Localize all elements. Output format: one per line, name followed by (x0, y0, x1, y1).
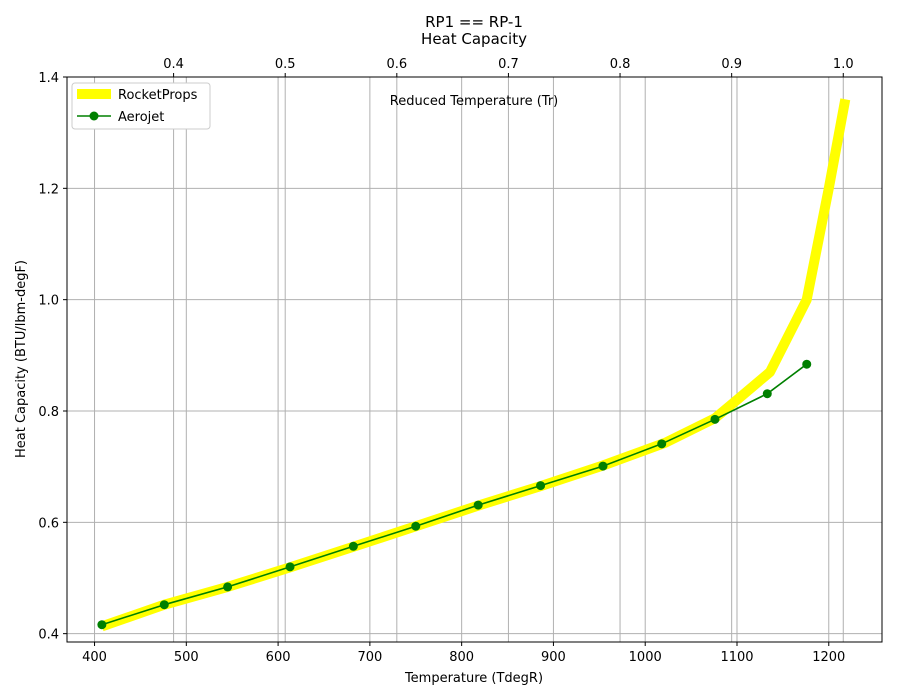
x2-tick-label: 0.7 (498, 57, 519, 72)
data-point-aerojet (473, 500, 483, 510)
data-point-aerojet (762, 389, 772, 399)
data-point-aerojet (657, 439, 667, 449)
x-tick-label: 1200 (812, 650, 845, 665)
plot-frame (66, 76, 883, 643)
x2-tick-label: 1.0 (833, 57, 854, 72)
x-tick-label: 1000 (629, 650, 662, 665)
x-tick-label: 400 (82, 650, 107, 665)
data-point-aerojet (536, 481, 546, 491)
y-tick-label: 1.0 (38, 294, 59, 309)
data-point-aerojet (97, 620, 107, 630)
plot-background (67, 77, 882, 642)
data-point-aerojet (348, 541, 358, 551)
x-tick-label: 1100 (720, 650, 753, 665)
y-tick-label: 0.8 (38, 405, 59, 420)
data-point-aerojet (285, 562, 295, 572)
chart-title-line-1: RP1 == RP-1 (425, 13, 523, 31)
x-tick-label: 700 (357, 650, 382, 665)
x2-tick-label: 0.8 (610, 57, 631, 72)
legend-label-rocketprops: RocketProps (118, 88, 198, 103)
x-tick-label: 900 (541, 650, 566, 665)
data-point-aerojet (411, 521, 421, 531)
series-layer (97, 98, 851, 632)
data-point-aerojet (159, 600, 169, 610)
y-axis-label: Heat Capacity (BTU/lbm-degF) (14, 260, 29, 458)
x2-tick-label: 0.9 (721, 57, 742, 72)
x2-tick-label: 0.4 (163, 57, 184, 72)
x-tick-label: 600 (266, 650, 291, 665)
y-tick-label: 0.6 (38, 516, 59, 531)
x2-axis-label: Reduced Temperature (Tr) (390, 94, 558, 109)
x-tick-label: 800 (449, 650, 474, 665)
legend-marker-aerojet (89, 111, 99, 121)
y-tick-label: 1.2 (38, 182, 59, 197)
data-point-aerojet (710, 414, 720, 424)
chart-title-line-2: Heat Capacity (421, 30, 527, 48)
legend-label-aerojet: Aerojet (118, 110, 164, 125)
x2-tick-label: 0.6 (386, 57, 407, 72)
y-tick-label: 1.4 (38, 71, 59, 86)
data-point-aerojet (598, 461, 608, 471)
data-point-aerojet (223, 582, 233, 592)
data-point-aerojet (802, 359, 812, 369)
x2-tick-label: 0.5 (275, 57, 296, 72)
legend: RocketProps Aerojet (71, 82, 211, 130)
x-axis-label: Temperature (TdegR) (404, 671, 543, 686)
y-tick-label: 0.4 (38, 628, 59, 643)
tick-layer: 400 500 600 700 800 900 1000 1100 1200 0.4 0.5 0.6 0… (38, 57, 853, 665)
x-tick-label: 500 (174, 650, 199, 665)
